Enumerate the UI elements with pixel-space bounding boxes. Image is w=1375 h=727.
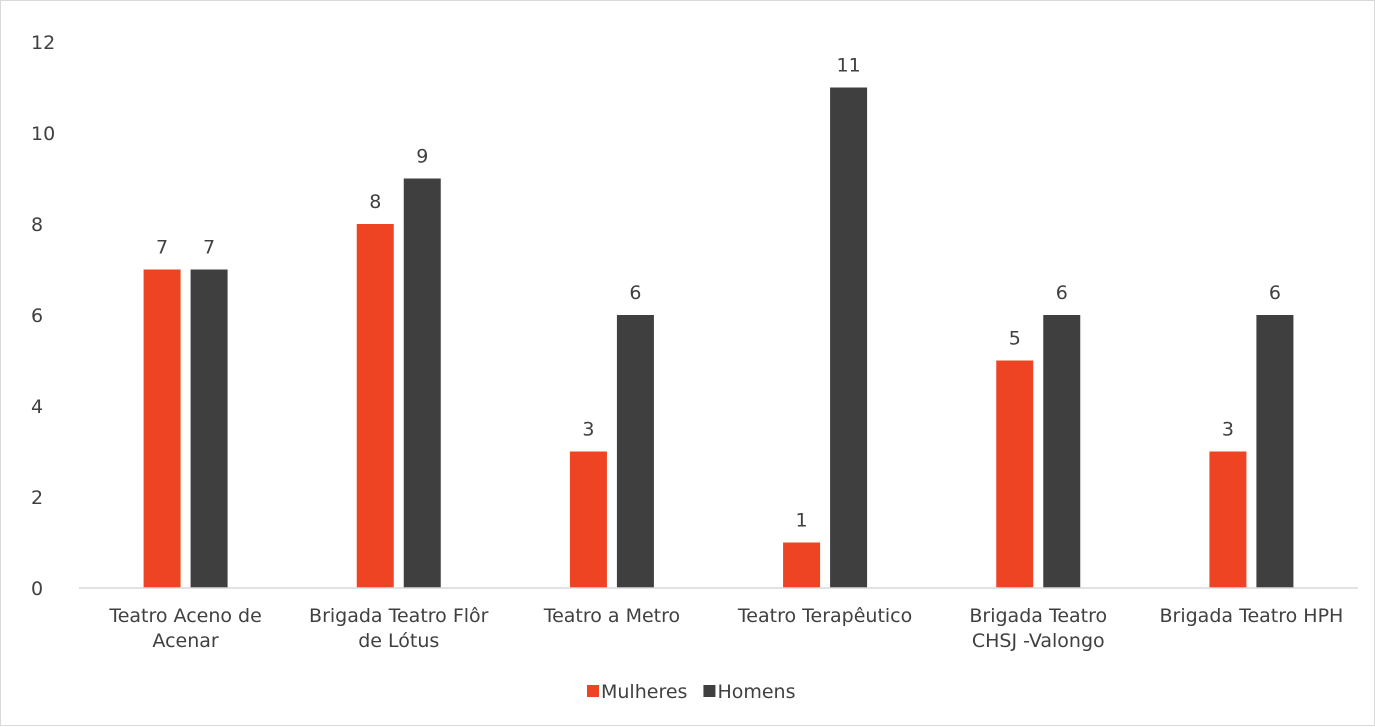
x-tick-label: Brigada Teatro Flôr de Lótus <box>309 605 489 652</box>
bar-mulheres <box>356 224 394 588</box>
bar-mulheres <box>1209 451 1247 588</box>
legend-swatch <box>587 685 599 697</box>
data-label: 6 <box>1056 282 1068 304</box>
y-tick-label: 6 <box>31 305 43 327</box>
legend-label: Mulheres <box>601 681 687 703</box>
bar-mulheres <box>783 542 821 588</box>
y-tick-label: 2 <box>31 487 43 509</box>
data-label: 9 <box>416 146 428 168</box>
data-label: 3 <box>582 419 594 441</box>
x-tick-label: Brigada Teatro CHSJ -Valongo <box>969 605 1107 652</box>
data-label: 1 <box>796 510 808 532</box>
x-tick-label: Teatro Terapêutico <box>737 605 912 627</box>
x-tick-label: Teatro a Metro <box>543 605 680 627</box>
bar-mulheres <box>996 360 1034 588</box>
bar-homens <box>1256 315 1294 588</box>
y-tick-label: 4 <box>31 396 43 418</box>
y-tick-label: 10 <box>31 123 55 145</box>
y-tick-label: 8 <box>31 214 43 236</box>
data-label: 8 <box>369 191 381 213</box>
y-tick-label: 12 <box>31 32 55 54</box>
x-tick-label: Teatro Aceno de Acenar <box>108 605 261 652</box>
bar-mulheres <box>569 451 607 588</box>
legend-swatch <box>703 685 716 697</box>
x-tick-label: Brigada Teatro HPH <box>1160 605 1344 627</box>
y-axis-ticks: 0 2 4 6 8 10 12 <box>31 32 55 600</box>
x-axis-labels: Teatro Aceno de Acenar Brigada Teatro Flôr… <box>108 605 1343 652</box>
data-label: 5 <box>1009 328 1021 350</box>
data-label: 6 <box>1269 282 1281 304</box>
bar-mulheres <box>143 269 181 588</box>
data-label: 7 <box>203 237 215 259</box>
bar-homens <box>616 315 654 588</box>
bars <box>143 87 1294 588</box>
data-label: 3 <box>1222 419 1234 441</box>
y-tick-label: 0 <box>31 578 43 600</box>
bar-homens <box>830 87 868 588</box>
bar-homens <box>1043 315 1081 588</box>
legend-label: Homens <box>717 681 795 703</box>
legend: Mulheres Homens <box>587 681 796 703</box>
data-label: 7 <box>156 237 168 259</box>
data-label: 6 <box>629 282 641 304</box>
bar-homens <box>403 178 441 588</box>
bar-homens <box>190 269 228 588</box>
data-label: 11 <box>836 55 860 77</box>
